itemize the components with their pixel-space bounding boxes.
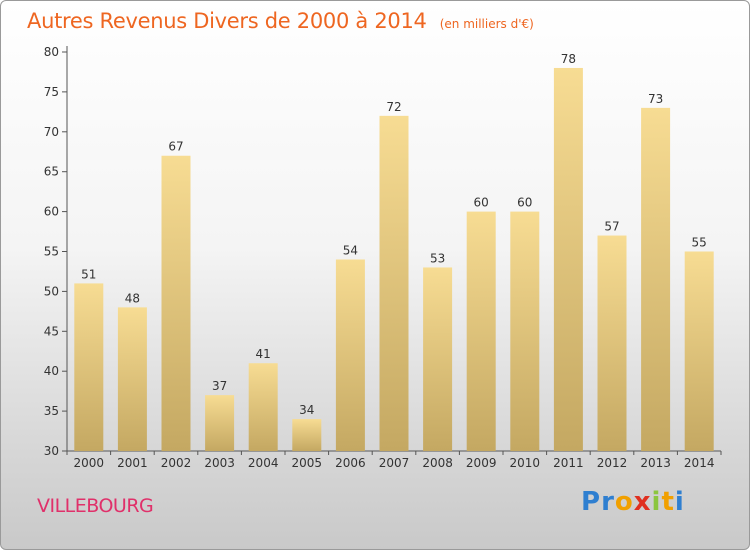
bar-2012 <box>597 235 627 451</box>
value-label-2006: 54 <box>343 243 358 257</box>
chart-title-wrap: Autres Revenus Divers de 2000 à 2014 (en… <box>27 9 534 33</box>
logo-letter: i <box>674 487 685 517</box>
value-label-2005: 34 <box>299 403 314 417</box>
bar-2009 <box>466 211 496 451</box>
y-tick-label: 80 <box>44 45 59 59</box>
bar-2005 <box>292 419 322 451</box>
value-label-2010: 60 <box>517 196 532 210</box>
value-label-2011: 78 <box>561 52 576 66</box>
y-tick-label: 55 <box>44 245 59 259</box>
x-tick-label-2012: 2012 <box>597 456 628 470</box>
x-tick-label-2007: 2007 <box>379 456 410 470</box>
value-label-2000: 51 <box>81 267 96 281</box>
bar-2010 <box>510 211 540 451</box>
logo-letter: P <box>581 487 602 517</box>
bar-2006 <box>335 259 365 451</box>
value-label-2008: 53 <box>430 251 445 265</box>
value-label-2004: 41 <box>256 347 271 361</box>
town-name: VILLEBOURG <box>37 495 154 517</box>
y-tick-label: 30 <box>44 444 59 458</box>
x-tick-label-2004: 2004 <box>248 456 279 470</box>
bar-2008 <box>423 267 453 451</box>
bar-2004 <box>248 363 278 451</box>
x-tick-label-2006: 2006 <box>335 456 366 470</box>
x-tick-label-2011: 2011 <box>553 456 584 470</box>
chart-subtitle: (en milliers d'€) <box>439 17 534 31</box>
data-labels: 51 48 67 37 41 34 54 72 53 60 60 78 57 73 55 <box>81 52 707 417</box>
bar-2001 <box>117 307 147 451</box>
y-tick-label: 40 <box>44 364 59 378</box>
bar-2007 <box>379 115 409 451</box>
y-tick-label: 35 <box>44 404 59 418</box>
axes: 30 35 40 45 50 55 60 65 70 75 80 2000 2001 2002 2003 20… <box>44 45 722 470</box>
y-tick-label: 50 <box>44 284 59 298</box>
value-label-2001: 48 <box>125 291 140 305</box>
bars <box>74 67 714 452</box>
value-label-2003: 37 <box>212 379 227 393</box>
value-label-2009: 60 <box>474 196 489 210</box>
y-tick-label: 65 <box>44 165 59 179</box>
x-tick-label-2014: 2014 <box>684 456 715 470</box>
value-label-2013: 73 <box>648 92 663 106</box>
logo-letter: o <box>614 487 634 517</box>
x-tick-label-2013: 2013 <box>640 456 671 470</box>
x-tick-label-2000: 2000 <box>74 456 105 470</box>
bar-2002 <box>161 155 191 452</box>
bar-2000 <box>74 283 104 451</box>
bar-2014 <box>684 251 714 451</box>
logo-letter: r <box>601 487 615 517</box>
logo-letter: x <box>633 487 652 517</box>
x-tick-label-2008: 2008 <box>422 456 453 470</box>
x-tick-label-2010: 2010 <box>510 456 541 470</box>
chart-title: Autres Revenus Divers de 2000 à 2014 <box>27 9 427 33</box>
x-tick-label-2009: 2009 <box>466 456 497 470</box>
value-label-2007: 72 <box>386 100 401 114</box>
value-label-2002: 67 <box>168 140 183 154</box>
bar-2013 <box>641 107 671 452</box>
y-tick-label: 75 <box>44 85 59 99</box>
x-tick-label-2003: 2003 <box>204 456 235 470</box>
value-label-2012: 57 <box>604 220 619 234</box>
x-tick-label-2001: 2001 <box>117 456 148 470</box>
y-tick-label: 45 <box>44 324 59 338</box>
y-tick-label: 60 <box>44 205 59 219</box>
x-tick-label-2002: 2002 <box>161 456 192 470</box>
y-tick-label: 70 <box>44 125 59 139</box>
logo-letter: t <box>661 487 675 517</box>
proxiti-logo: Proxiti <box>581 487 685 517</box>
x-tick-label-2005: 2005 <box>292 456 323 470</box>
logo-letter: i <box>651 487 662 517</box>
bar-2003 <box>205 395 235 451</box>
bar-2011 <box>553 67 583 452</box>
value-label-2014: 55 <box>692 236 707 250</box>
